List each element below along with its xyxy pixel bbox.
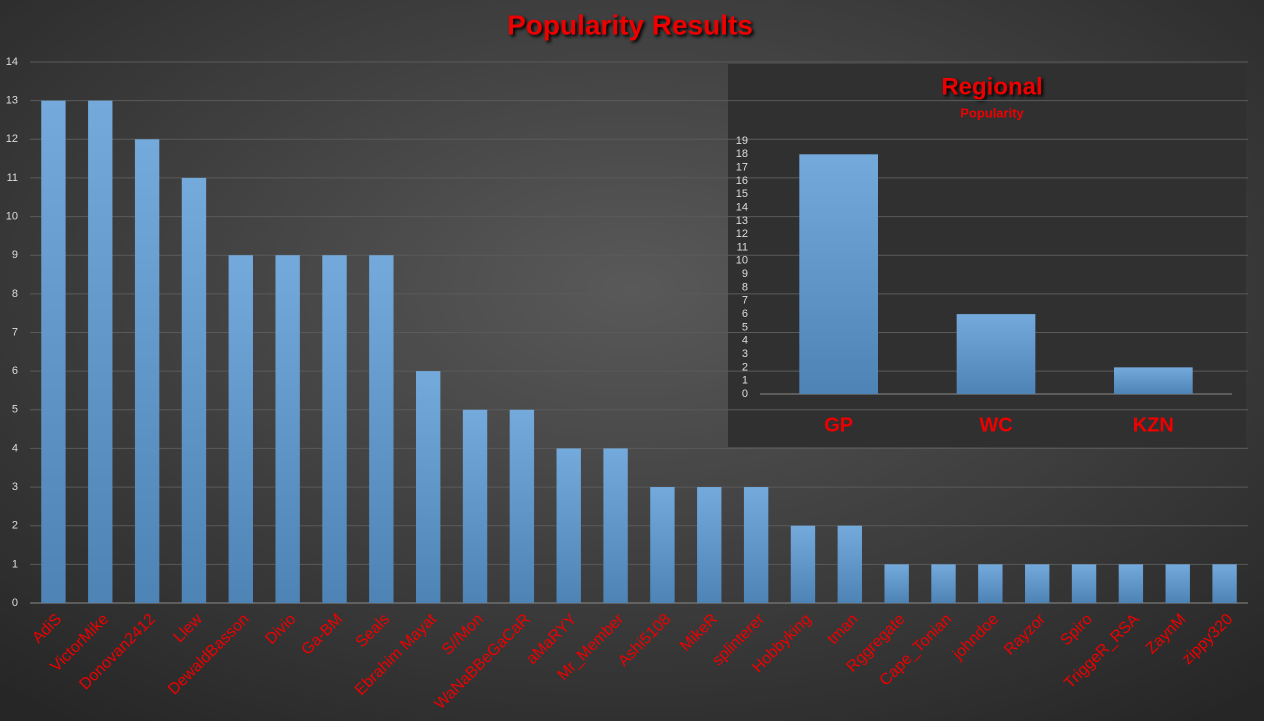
inset-title: Regional [941, 73, 1042, 100]
y-tick-label: 15 [736, 188, 748, 200]
y-tick-label: 12 [6, 133, 18, 145]
bar-shade [41, 100, 66, 604]
x-tick-label: WC [979, 414, 1012, 436]
y-tick-label: 1 [12, 558, 18, 570]
y-tick-label: 0 [742, 388, 748, 400]
y-tick-label: 9 [12, 249, 18, 261]
y-tick-label: 14 [6, 56, 18, 68]
y-tick-label: 13 [736, 215, 748, 227]
y-tick-label: 3 [12, 481, 18, 493]
bar-shade [837, 525, 862, 603]
y-tick-label: 18 [736, 148, 748, 160]
y-tick-label: 16 [736, 175, 748, 187]
bar-shade [1071, 564, 1097, 603]
inset-subtitle: Popularity [960, 105, 1024, 120]
y-tick-label: 14 [736, 201, 748, 213]
y-tick-label: 0 [12, 597, 18, 609]
bar-shade [275, 255, 300, 603]
y-tick-label: 7 [742, 295, 748, 307]
bar-shade [884, 564, 909, 603]
bar-shade [978, 564, 1003, 603]
y-tick-label: 2 [12, 520, 18, 532]
bar-shade [556, 448, 581, 603]
y-tick-label: 10 [736, 255, 748, 267]
bar-shade [462, 409, 488, 603]
bar-shade [369, 255, 394, 603]
y-tick-label: 12 [736, 228, 748, 240]
chart-title: Popularity Results [507, 9, 753, 40]
y-tick-label: 8 [742, 281, 748, 293]
y-tick-label: 5 [742, 321, 748, 333]
bar-shade [1165, 564, 1190, 603]
x-tick-label: KZN [1133, 414, 1174, 436]
bar-shade [931, 564, 956, 603]
y-tick-label: 9 [742, 268, 748, 280]
y-tick-label: 11 [7, 172, 18, 184]
y-tick-label: 19 [736, 135, 748, 147]
bar-shade [134, 139, 160, 604]
y-tick-label: 8 [12, 288, 18, 300]
y-tick-label: 5 [12, 404, 18, 416]
y-tick-label: 4 [12, 442, 18, 454]
bar-shade [1114, 367, 1193, 394]
bar-shade [799, 154, 878, 394]
bar-shade [1118, 564, 1144, 603]
bar-shade [88, 100, 113, 604]
bar-shade [228, 255, 253, 603]
y-tick-label: 2 [742, 361, 748, 373]
y-tick-label: 1 [742, 375, 748, 387]
bar-shade [509, 409, 535, 603]
bar-shade [181, 177, 207, 603]
bar-shade [650, 487, 675, 603]
bar-shade [956, 314, 1036, 394]
bar-shade [322, 255, 347, 603]
x-tick-label: GP [824, 414, 853, 436]
y-tick-label: 6 [12, 365, 18, 377]
y-tick-label: 17 [736, 162, 748, 174]
bar-shade [790, 525, 816, 603]
bar-shade [743, 487, 769, 603]
y-tick-label: 13 [6, 95, 18, 107]
y-tick-label: 3 [742, 348, 748, 360]
bar-shade [697, 487, 722, 603]
bar-shade [1025, 564, 1050, 603]
y-tick-label: 11 [737, 241, 748, 253]
y-tick-label: 10 [6, 210, 18, 222]
bar-shade [1212, 564, 1237, 603]
bar-shade [603, 448, 628, 603]
y-tick-label: 4 [742, 335, 748, 347]
bar-shade [416, 371, 441, 603]
y-tick-label: 7 [12, 326, 18, 338]
y-tick-label: 6 [742, 308, 748, 320]
